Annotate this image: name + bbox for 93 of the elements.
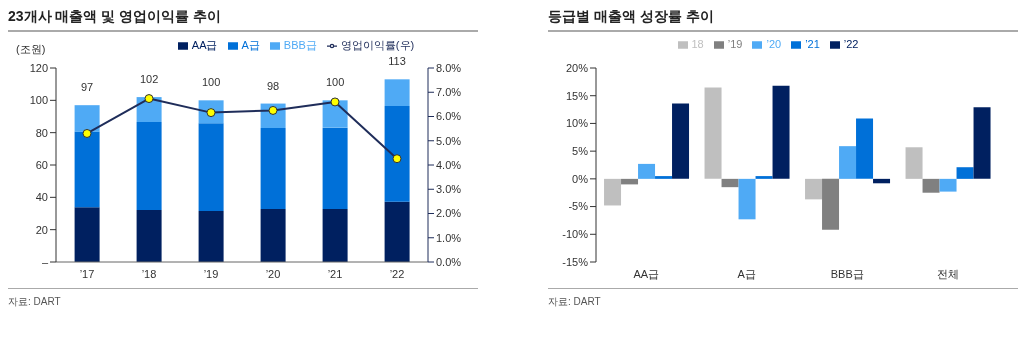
y-tick-label: -5% — [568, 200, 589, 213]
chart-title: 23개사 매출액 및 영업이익률 추이 — [8, 8, 478, 32]
bar — [922, 178, 940, 193]
bar — [822, 178, 840, 230]
y2-tick-label: 0.0% — [436, 255, 462, 268]
legend-label: AA급 — [191, 39, 218, 51]
bar — [621, 178, 639, 185]
x-tick-label: 전체 — [936, 267, 959, 280]
bar — [721, 178, 739, 188]
bar — [805, 178, 823, 200]
bar — [260, 208, 286, 262]
x-tick-label: ’21 — [327, 267, 343, 280]
bar — [322, 208, 348, 262]
legend-label: ’22 — [843, 38, 859, 50]
bar — [384, 79, 410, 106]
bar — [384, 201, 410, 262]
bar — [738, 178, 756, 220]
bar — [839, 146, 857, 179]
y-tick-label: 20 — [35, 223, 48, 236]
total-label: 97 — [80, 81, 94, 94]
point — [330, 97, 340, 107]
y2-tick-label: 4.0% — [436, 158, 462, 171]
y-axis-title: (조원) — [16, 42, 46, 57]
bar — [136, 209, 162, 262]
legend-label: 18 — [691, 38, 704, 50]
legend-label: ’21 — [805, 38, 820, 50]
y2-tick-label: 8.0% — [436, 61, 462, 74]
x-tick-label: ’19 — [203, 267, 219, 280]
y-tick-label: 40 — [35, 191, 48, 204]
bar — [74, 207, 100, 262]
y-tick-label: -15% — [562, 255, 589, 268]
bar — [772, 85, 790, 179]
bar — [384, 105, 410, 202]
bar — [322, 127, 348, 209]
bar — [136, 122, 162, 210]
text: 자료: DART — [8, 295, 62, 309]
legend-label: ’19 — [727, 38, 743, 50]
x-tick-label: AA급 — [633, 267, 660, 280]
point — [144, 94, 154, 104]
bar — [655, 176, 673, 179]
x-tick-label: A급 — [737, 267, 756, 280]
y-tick-label: -10% — [562, 228, 589, 241]
total-label: 113 — [388, 55, 406, 68]
y-tick-label: 5% — [572, 145, 589, 158]
y-tick-label: – — [41, 255, 49, 268]
total-label: 98 — [266, 79, 280, 92]
bar — [704, 87, 722, 179]
y-tick-label: 120 — [29, 61, 48, 74]
bar — [260, 127, 286, 209]
y2-tick-label: 5.0% — [436, 134, 462, 147]
y-tick-label: 15% — [565, 89, 589, 102]
bar — [956, 167, 974, 179]
text: 자료: DART — [548, 295, 602, 309]
legend-label: ’20 — [766, 38, 782, 50]
point — [82, 128, 92, 138]
y-tick-label: 0% — [572, 172, 589, 185]
total-label: 100 — [201, 76, 221, 89]
y-tick-label: 10% — [565, 117, 589, 130]
x-tick-label: BBB급 — [830, 267, 864, 280]
y-tick-label: 20% — [565, 61, 589, 74]
chart-title: 등급별 매출액 성장률 추이 — [548, 8, 1018, 32]
y2-tick-label: 6.0% — [436, 110, 462, 123]
x-tick-label: ’17 — [79, 267, 95, 280]
point — [268, 105, 278, 115]
bar — [604, 178, 622, 206]
y-tick-label: 60 — [35, 158, 48, 171]
total-label: 102 — [139, 73, 159, 86]
y2-tick-label: 3.0% — [436, 183, 462, 196]
y2-tick-label: 7.0% — [436, 86, 462, 99]
x-tick-label: ’20 — [265, 267, 281, 280]
bar — [74, 131, 100, 208]
legend-label: A급 — [241, 39, 260, 51]
bar — [198, 123, 224, 212]
bar — [74, 105, 100, 132]
y-tick-label: 80 — [35, 126, 48, 139]
bar — [856, 118, 874, 179]
legend-label: BBB급 — [283, 39, 317, 51]
x-tick-label: ’18 — [141, 267, 157, 280]
bar — [973, 107, 991, 179]
point — [392, 154, 402, 164]
bar — [873, 178, 891, 184]
bar — [755, 176, 773, 179]
bar — [672, 103, 690, 179]
legend-label: 영업이익률(우) — [340, 39, 415, 51]
y2-tick-label: 2.0% — [436, 207, 462, 220]
bar — [905, 147, 923, 179]
y2-tick-label: 1.0% — [436, 231, 462, 244]
bar — [638, 163, 656, 179]
y-tick-label: 100 — [29, 94, 48, 107]
total-label: 100 — [325, 76, 345, 89]
bar — [939, 178, 957, 192]
x-tick-label: ’22 — [389, 267, 405, 280]
bar — [198, 211, 224, 262]
